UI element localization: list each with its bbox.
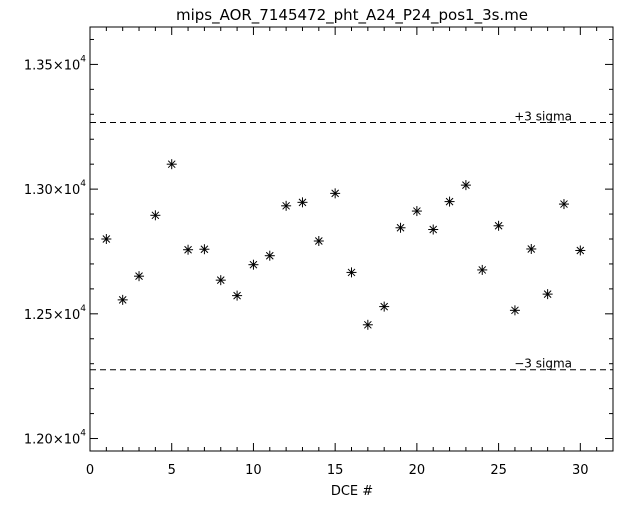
data-point xyxy=(101,234,112,244)
x-tick-label: 5 xyxy=(168,463,176,478)
y-tick-label: 1.35×104 xyxy=(24,54,86,73)
data-point xyxy=(362,319,373,330)
data-point xyxy=(281,200,292,211)
data-point xyxy=(346,267,357,278)
data-point xyxy=(509,305,520,316)
x-tick-label: 25 xyxy=(490,463,507,478)
plot-frame xyxy=(89,26,614,452)
y-tick-label: 1.30×104 xyxy=(24,179,86,198)
data-point xyxy=(248,259,259,270)
chart-title: mips_AOR_7145472_pht_A24_P24_pos1_3s.me xyxy=(176,6,528,25)
data-point xyxy=(232,290,243,301)
y-tick-label: 1.25×104 xyxy=(24,304,86,323)
data-point xyxy=(558,199,569,210)
data-point xyxy=(297,197,308,208)
data-point xyxy=(477,264,488,275)
data-point xyxy=(395,222,406,233)
data-points xyxy=(101,159,586,330)
data-point xyxy=(330,188,341,199)
data-point xyxy=(460,180,471,191)
sigma-label: −3 sigma xyxy=(514,357,572,371)
axis-ticks: 0 5 10 15 20 25 30 1.20×104 1.25×104 1.30×104 1.35… xyxy=(24,27,613,478)
x-tick-label: 10 xyxy=(245,463,262,478)
data-point xyxy=(134,271,145,282)
x-axis-label: DCE # xyxy=(331,484,373,499)
x-tick-label: 30 xyxy=(572,463,589,478)
reference-lines: +3 sigma −3 sigma xyxy=(90,110,613,371)
y-tick-label: 1.20×104 xyxy=(24,429,86,448)
data-point xyxy=(117,294,128,305)
data-point xyxy=(542,289,553,300)
data-point xyxy=(493,220,504,231)
x-tick-label: 15 xyxy=(327,463,344,478)
data-point xyxy=(411,206,422,217)
data-point xyxy=(428,224,439,235)
x-tick-label: 20 xyxy=(409,463,426,478)
data-point xyxy=(150,210,161,221)
sigma-label: +3 sigma xyxy=(514,110,572,124)
data-point xyxy=(215,275,226,286)
x-tick-label: 0 xyxy=(86,463,94,478)
data-point xyxy=(313,235,324,246)
data-point xyxy=(444,196,455,207)
data-point xyxy=(199,244,210,255)
data-point xyxy=(575,245,586,256)
data-point xyxy=(264,250,275,261)
data-point xyxy=(526,243,537,254)
data-point xyxy=(379,301,390,312)
data-point xyxy=(183,244,194,255)
data-point xyxy=(166,159,177,170)
